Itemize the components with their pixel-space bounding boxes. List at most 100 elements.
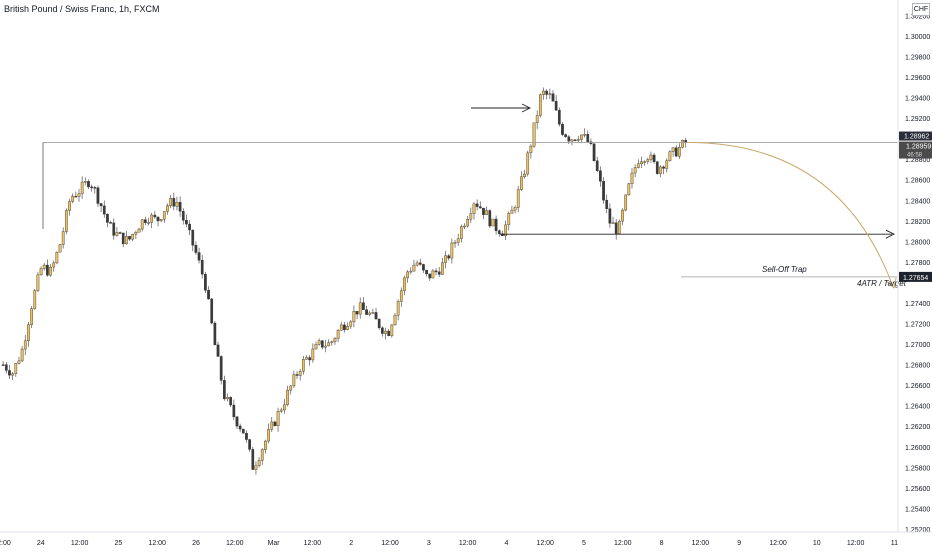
target-price-tag [899,271,932,282]
y-axis[interactable]: 1.30200 1.30000 1.29800 1.29600 1.29400 1.292… [897,0,932,534]
candle-body [264,440,267,450]
candle-body [513,207,517,211]
candle-body [368,312,372,315]
y-tick-label: 1.29400 [905,96,930,103]
candle-body [204,273,207,291]
candle-body [169,198,172,206]
x-tick-label: 12:00 [148,540,166,547]
candle-body [222,380,226,400]
y-tick-label: 1.26800 [905,363,930,370]
candle-body [229,397,233,406]
candle-body [592,143,596,162]
candle-body [355,311,359,315]
candle-body [80,181,84,194]
x-axis[interactable]: 12:00 24 12:00 25 12:00 26 12:00 Mar 12:00 2 12:00… [0,531,932,547]
candle-body [267,429,270,442]
candle-body [175,202,179,207]
candle-body [279,409,283,412]
candle-body [333,338,337,342]
candle-body [520,176,523,190]
candle-body [434,270,438,273]
x-tick-label: 3 [427,540,431,547]
candle-body [406,271,409,279]
candle-body [523,173,526,178]
x-tick-label: Mar [268,540,281,547]
candle-body [194,245,198,253]
candle-body [630,172,634,184]
candle-body [460,226,463,239]
candle-body [147,222,150,224]
candle-body [273,421,277,427]
candle-body [671,147,675,152]
y-tick-label: 1.27200 [905,322,930,329]
candle-body [58,244,62,253]
x-tick-label: 12:00 [304,540,322,547]
candle-body [17,360,21,364]
x-tick-label: 12:00 [769,540,787,547]
candle-body [554,101,558,111]
candle-body [298,371,302,376]
y-tick-label: 1.28000 [905,239,930,246]
projection-arrowhead [885,277,897,289]
candle-body [431,270,435,279]
candle-body [20,348,24,362]
candle-body [441,262,444,275]
y-tick-label: 1.29600 [905,75,930,82]
candle-body [118,232,122,234]
candle-body [283,404,286,411]
candle-body [529,145,533,154]
candle-body [181,211,185,221]
candle-body [659,166,662,174]
y-tick-label: 1.28800 [905,157,930,164]
candle-body [678,146,681,157]
candle-body [409,270,413,273]
x-tick-label: 12:00 [226,540,244,547]
candle-body [621,209,624,222]
candle-body [450,242,454,259]
candle-body [121,232,125,245]
target-price-text: 1.27654 [903,275,928,282]
candle-body [191,229,195,246]
candle-body [393,314,397,326]
candle-body [102,205,106,215]
y-tick-label: 1.28400 [905,198,930,205]
y-tick-label: 1.30200 [905,13,930,20]
sell-off-label: Sell-Off Trap [762,265,807,274]
candle-body [428,273,432,279]
candle-body [90,186,93,189]
candle-body [317,340,321,345]
level-price-text: 1.28962 [904,134,929,141]
candle-body [358,302,362,315]
x-tick-label: 12:00 [536,540,554,547]
candle-body [216,344,220,357]
currency-badge[interactable]: CHF [912,3,930,16]
candle-body [219,356,223,381]
candle-body [668,151,672,161]
x-tick-label: 24 [37,540,45,547]
y-tick-label: 1.26000 [905,445,930,452]
candle-body [611,222,615,224]
candle-body [99,203,103,207]
candle-body [362,302,365,310]
candle-body [646,159,650,162]
candle-body [125,236,128,245]
x-tick-label: 12:00 [847,540,865,547]
candle-body [260,449,264,461]
candle-body [330,341,334,343]
candle-body [226,397,229,400]
candle-body [412,264,416,272]
candle-body [447,255,451,259]
candle-body [614,222,618,234]
x-tick-label: 5 [582,540,586,547]
candle-body [295,374,299,376]
x-tick-label: 12:00 [381,540,399,547]
candle-body [497,230,501,234]
y-tick-label: 1.29200 [905,116,930,123]
y-tick-label: 1.28200 [905,219,930,226]
y-tick-label: 1.27000 [905,342,930,349]
candle-body [599,170,602,182]
candle-body [308,357,312,361]
candle-body [185,220,188,225]
